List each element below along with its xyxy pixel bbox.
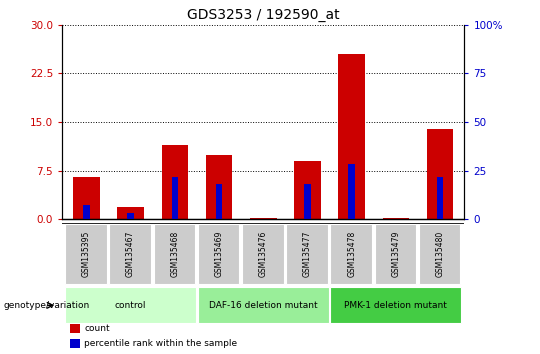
- Bar: [419, 224, 461, 284]
- Bar: [198, 224, 239, 284]
- Text: GSM135480: GSM135480: [436, 231, 444, 277]
- Bar: [242, 224, 284, 284]
- Bar: [161, 145, 188, 219]
- Bar: [127, 213, 134, 219]
- Text: GSM135468: GSM135468: [170, 231, 179, 277]
- Bar: [70, 324, 80, 333]
- Text: GSM135469: GSM135469: [214, 231, 224, 277]
- Bar: [83, 205, 90, 219]
- Bar: [73, 177, 100, 219]
- Bar: [330, 287, 461, 323]
- Bar: [110, 224, 151, 284]
- Bar: [375, 224, 416, 284]
- Text: GSM135395: GSM135395: [82, 231, 91, 277]
- Text: percentile rank within the sample: percentile rank within the sample: [84, 339, 238, 348]
- Bar: [65, 224, 107, 284]
- Bar: [250, 218, 276, 219]
- Text: PMK-1 deletion mutant: PMK-1 deletion mutant: [345, 301, 447, 310]
- Text: genotype/variation: genotype/variation: [3, 301, 89, 310]
- Text: control: control: [115, 301, 146, 310]
- Bar: [206, 155, 232, 219]
- Bar: [65, 287, 196, 323]
- Bar: [153, 224, 195, 284]
- Bar: [339, 54, 365, 219]
- Text: GSM135479: GSM135479: [392, 231, 400, 277]
- Bar: [294, 161, 321, 219]
- Title: GDS3253 / 192590_at: GDS3253 / 192590_at: [187, 8, 340, 22]
- Text: GSM135478: GSM135478: [347, 231, 356, 277]
- Bar: [286, 224, 328, 284]
- Bar: [330, 224, 372, 284]
- Bar: [198, 287, 329, 323]
- Bar: [437, 177, 443, 219]
- Bar: [383, 218, 409, 219]
- Text: GSM135477: GSM135477: [303, 231, 312, 277]
- Bar: [172, 177, 178, 219]
- Text: GSM135467: GSM135467: [126, 231, 135, 277]
- Bar: [427, 129, 454, 219]
- Bar: [215, 184, 222, 219]
- Text: DAF-16 deletion mutant: DAF-16 deletion mutant: [209, 301, 318, 310]
- Bar: [348, 164, 355, 219]
- Bar: [70, 338, 80, 348]
- Text: count: count: [84, 324, 110, 333]
- Text: GSM135476: GSM135476: [259, 231, 268, 277]
- Bar: [117, 206, 144, 219]
- Bar: [304, 184, 311, 219]
